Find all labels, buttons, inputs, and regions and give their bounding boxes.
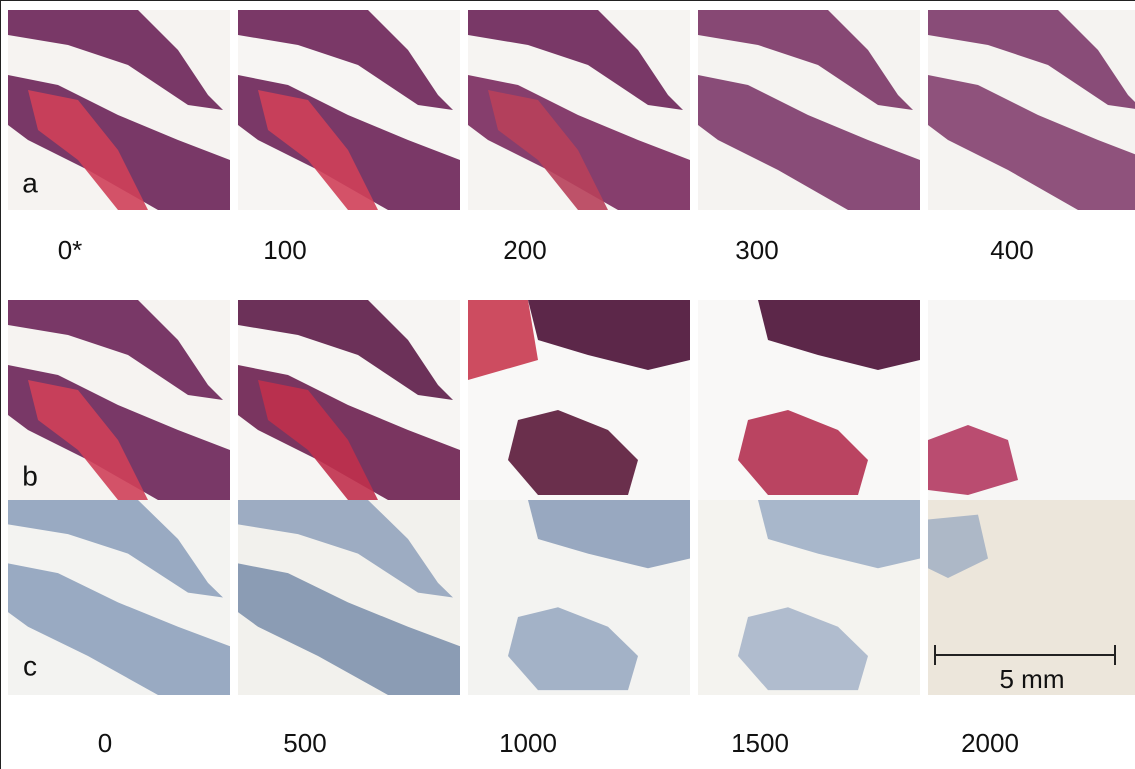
tissue-image <box>928 300 1135 500</box>
tissue-image <box>8 300 230 500</box>
dose-label: 200 <box>503 235 546 265</box>
dose-label: 2000 <box>961 728 1019 758</box>
dose-label: 400 <box>990 235 1033 265</box>
dose-label: 1000 <box>499 728 557 758</box>
tissue-image <box>238 500 460 695</box>
tissue-image <box>468 300 690 500</box>
tissue-image <box>468 500 690 695</box>
tissue-image <box>8 10 230 210</box>
panel-letter: a <box>22 167 38 198</box>
page: a0*100200300400bc0500100015002000 5 mm (… <box>0 0 1135 769</box>
dose-label: 1500 <box>731 728 789 758</box>
dose-label: 0 <box>98 728 112 758</box>
tissue-image <box>928 10 1135 210</box>
dose-label: 300 <box>735 235 778 265</box>
dose-label: 500 <box>283 728 326 758</box>
tissue-image <box>8 500 230 695</box>
tissue-image <box>698 10 920 210</box>
tissue-image <box>238 10 460 210</box>
tissue-image <box>698 300 920 500</box>
panel-letter: b <box>22 460 38 491</box>
tiles <box>8 10 1135 695</box>
dose-label: 0* <box>58 235 83 265</box>
scale-label: 5 mm <box>1000 664 1065 694</box>
tissue-image <box>698 500 920 695</box>
tissue-image <box>238 300 460 500</box>
dose-label: 100 <box>263 235 306 265</box>
panel-letter: c <box>23 650 37 681</box>
figure: a 0* 100 200 300 400 b c 0 500 1000 1500 2000 5 mm <box>0 0 1135 769</box>
tissue-image <box>468 10 690 210</box>
